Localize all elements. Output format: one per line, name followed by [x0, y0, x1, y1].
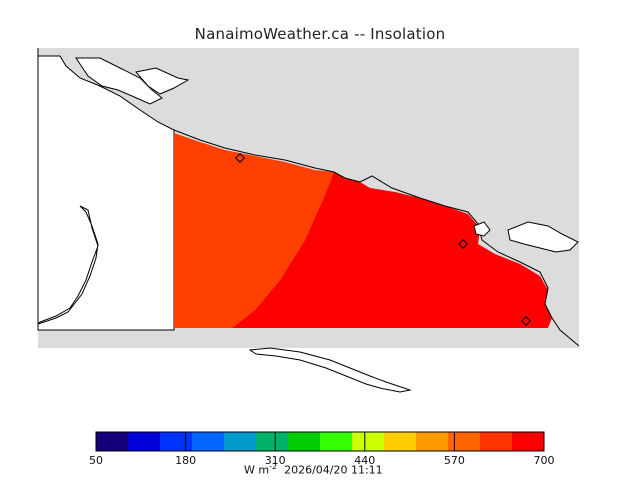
units-prefix: W m [244, 463, 270, 477]
insolation-field-high [232, 172, 552, 328]
colorbar-swatch [224, 432, 257, 451]
colorbar-swatches [96, 432, 545, 451]
colorbar-tick-label: 50 [89, 454, 103, 467]
station-marker-1[interactable] [235, 153, 245, 163]
colorbar-tick-label: 310 [265, 454, 286, 467]
station-marker-3[interactable] [521, 316, 531, 326]
colorbar-swatch [288, 432, 321, 451]
island-east-1 [507, 221, 579, 253]
island-north-2 [135, 67, 190, 95]
map-title: NanaimoWeather.ca -- Insolation [194, 25, 446, 43]
colorbar-tick-label: 440 [354, 454, 375, 467]
colorbar-swatch [384, 432, 417, 451]
station-marker-2[interactable] [458, 239, 468, 249]
insolation-field-low [174, 133, 334, 328]
colorbar-tick-label: 570 [444, 454, 465, 467]
colorbar-swatch [128, 432, 161, 451]
island-south [248, 347, 412, 393]
colorbar-tick-label: 180 [175, 454, 196, 467]
colorbar-swatch [448, 432, 481, 451]
island-east-2 [473, 221, 491, 237]
strait-water [37, 48, 175, 331]
colorbar-swatch [320, 432, 353, 451]
mainland-coast [173, 129, 580, 347]
units-and-timestamp: W m-2 2026/04/20 11:11 [244, 462, 383, 477]
colorbar-swatch [160, 432, 193, 451]
colorbar-swatch [352, 432, 385, 451]
colorbar-swatch [256, 432, 289, 451]
units-exponent: -2 [269, 462, 278, 471]
timestamp: 2026/04/20 11:11 [284, 463, 383, 477]
island-north-1 [75, 57, 163, 105]
colorbar-swatch [416, 432, 449, 451]
colorbar-swatch [192, 432, 225, 451]
colorbar-swatch [96, 432, 129, 451]
island-west [37, 205, 99, 325]
colorbar-ticks: 50 180 310 440 570 700 [89, 432, 555, 467]
colorbar-swatch [512, 432, 545, 451]
colorbar-swatch [480, 432, 513, 451]
colorbar-tick-label: 700 [534, 454, 555, 467]
